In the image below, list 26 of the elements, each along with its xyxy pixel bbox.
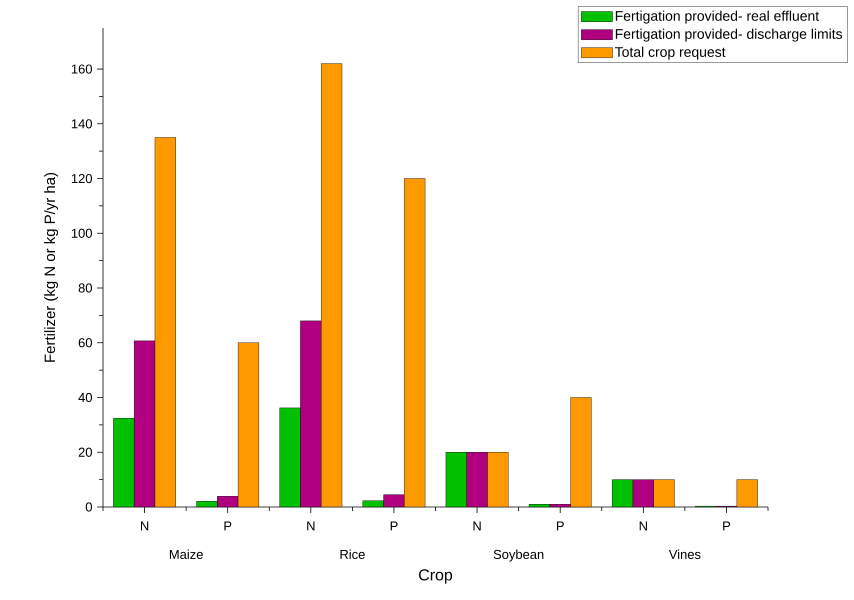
legend-label: Fertigation provided- real effluent	[616, 10, 820, 24]
x-tick-label: P	[723, 522, 730, 530]
text: Maize	[170, 549, 203, 560]
x-tick-label: P	[224, 522, 232, 530]
y-tick-label: 20	[78, 448, 92, 457]
y-tick-label: 80	[78, 283, 92, 293]
y-axis-title: Fertilizer (kg N or kg P/yr ha)	[44, 172, 58, 362]
legend-label: Total crop request	[615, 46, 726, 60]
y-tick-label: 120	[72, 174, 92, 184]
text: Vines	[668, 549, 700, 560]
y-tick-label: 100	[72, 228, 92, 238]
text: Soybean	[494, 549, 544, 562]
x-tick-label: N	[640, 522, 647, 530]
y-tick-label: 60	[78, 338, 92, 348]
text: Rice	[340, 549, 365, 560]
y-tick-label: 140	[72, 119, 92, 128]
y-tick-label: 160	[72, 64, 92, 74]
x-axis-title: Crop	[419, 569, 452, 584]
x-tick-label: N	[140, 522, 148, 530]
legend-label: Fertigation provided- discharge limits	[616, 28, 842, 42]
y-tick-label: 40	[78, 392, 92, 402]
x-tick-label: N	[473, 522, 481, 530]
x-tick-label: P	[556, 522, 564, 530]
x-tick-label: P	[390, 522, 398, 530]
x-tick-label: N	[307, 522, 314, 530]
y-tick-label: 0	[86, 502, 92, 512]
